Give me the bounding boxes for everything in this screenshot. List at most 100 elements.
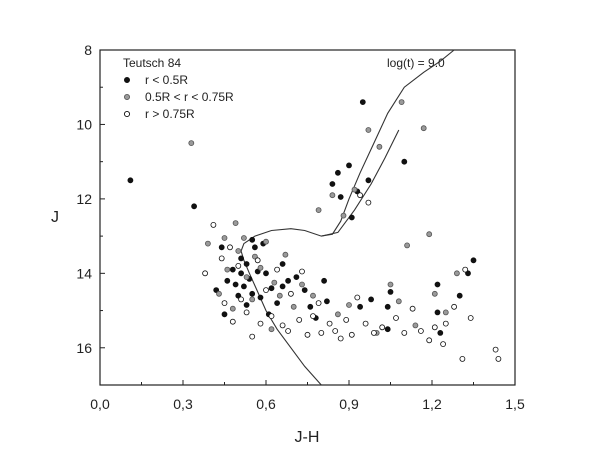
data-point-series-1 <box>282 251 289 258</box>
data-point-series-0 <box>224 277 231 284</box>
data-point-series-2 <box>285 328 292 334</box>
data-point-series-1 <box>315 207 322 214</box>
data-point-series-0 <box>191 203 198 210</box>
data-point-series-1 <box>224 266 231 273</box>
data-point-series-2 <box>343 316 350 323</box>
data-point-series-2 <box>299 268 305 275</box>
data-point-series-0 <box>329 181 336 187</box>
data-point-series-2 <box>296 316 303 323</box>
data-point-series-0 <box>301 287 308 294</box>
data-point-series-0 <box>268 285 275 292</box>
data-point-series-0 <box>279 283 286 290</box>
data-point-series-2 <box>263 287 269 294</box>
data-point-series-0 <box>229 266 236 273</box>
data-point-series-0 <box>434 281 441 288</box>
data-point-series-1 <box>188 140 195 147</box>
x-tick-label: 0,6 <box>256 396 276 412</box>
data-point-series-2 <box>243 309 250 316</box>
y-tick-label: 8 <box>84 42 92 58</box>
data-point-series-2 <box>268 313 275 320</box>
data-point-series-2 <box>227 244 233 251</box>
data-point-series-0 <box>434 309 441 316</box>
data-point-series-0 <box>384 303 391 310</box>
data-point-series-1 <box>290 303 297 310</box>
data-point-series-2 <box>495 355 502 362</box>
data-point-series-2 <box>218 255 225 262</box>
data-point-series-2 <box>279 322 286 329</box>
data-point-series-0 <box>127 177 134 184</box>
data-point-series-1 <box>243 274 250 281</box>
data-point-series-0 <box>365 177 372 184</box>
data-point-series-2 <box>332 328 339 334</box>
data-point-series-0 <box>456 292 463 299</box>
data-point-series-0 <box>232 281 239 288</box>
data-point-series-2 <box>202 270 209 277</box>
data-point-series-1 <box>431 290 438 297</box>
data-point-series-0 <box>384 326 391 333</box>
data-point-series-0 <box>221 311 228 318</box>
data-point-series-2 <box>409 305 416 312</box>
data-point-series-2 <box>337 335 344 342</box>
isochrone-label: log(t) = 9.0 <box>387 56 445 70</box>
y-tick-label: 16 <box>76 340 92 356</box>
data-point-series-1 <box>340 212 347 219</box>
data-point-series-2 <box>348 331 355 338</box>
data-point-series-2 <box>257 320 264 327</box>
data-point-series-2 <box>492 346 499 353</box>
data-point-series-1 <box>412 322 419 329</box>
data-point-series-2 <box>310 313 316 320</box>
data-point-series-2 <box>238 296 245 303</box>
data-point-series-2 <box>357 192 364 199</box>
data-point-series-1 <box>299 281 305 288</box>
data-point-series-1 <box>426 231 433 238</box>
data-point-series-0 <box>243 302 250 308</box>
data-point-series-0 <box>263 270 269 277</box>
y-axis-title: J <box>51 209 59 226</box>
data-point-series-0 <box>257 294 264 301</box>
data-point-series-2 <box>440 341 447 348</box>
data-point-series-2 <box>249 333 256 340</box>
data-point-series-0 <box>357 303 364 310</box>
isochrone-branch-line <box>321 129 400 237</box>
data-point-series-0 <box>293 274 300 281</box>
data-point-series-0 <box>285 277 292 284</box>
data-point-series-2 <box>287 290 294 297</box>
legend-label-outer: r > 0.75R <box>145 107 195 121</box>
data-point-series-0 <box>307 303 314 310</box>
data-point-series-2 <box>401 329 408 336</box>
y-tick-label: 10 <box>76 116 92 132</box>
data-point-series-1 <box>310 292 316 299</box>
data-point-series-1 <box>263 238 269 245</box>
data-point-series-1 <box>453 270 460 277</box>
legend-marker-middle <box>124 94 131 101</box>
data-point-series-1 <box>268 326 275 333</box>
cluster-label: Teutsch 84 <box>123 56 181 70</box>
data-point-series-2 <box>370 329 377 336</box>
data-point-series-0 <box>274 300 281 307</box>
data-point-series-2 <box>467 315 474 321</box>
data-point-series-0 <box>334 169 341 176</box>
data-point-series-0 <box>387 288 394 295</box>
data-point-series-1 <box>271 279 278 286</box>
data-point-series-1 <box>442 309 449 316</box>
data-point-series-0 <box>348 214 355 221</box>
data-point-series-2 <box>442 320 449 327</box>
data-point-series-0 <box>401 158 408 165</box>
data-point-series-0 <box>470 257 477 264</box>
data-point-series-2 <box>451 303 458 310</box>
isochrone-line <box>240 49 455 386</box>
data-point-series-1 <box>204 240 211 247</box>
data-point-series-0 <box>437 329 444 336</box>
data-point-series-0 <box>238 270 245 277</box>
data-point-series-1 <box>420 125 427 132</box>
data-point-series-1 <box>404 242 411 249</box>
data-point-series-2 <box>459 355 466 362</box>
data-point-series-1 <box>376 143 383 150</box>
data-point-series-1 <box>387 281 394 288</box>
x-tick-label: 0,0 <box>90 396 110 412</box>
data-point-series-0 <box>346 162 352 169</box>
data-point-series-1 <box>398 99 405 105</box>
data-point-series-1 <box>329 192 336 199</box>
data-point-series-1 <box>334 311 341 318</box>
data-point-series-2 <box>362 320 369 327</box>
